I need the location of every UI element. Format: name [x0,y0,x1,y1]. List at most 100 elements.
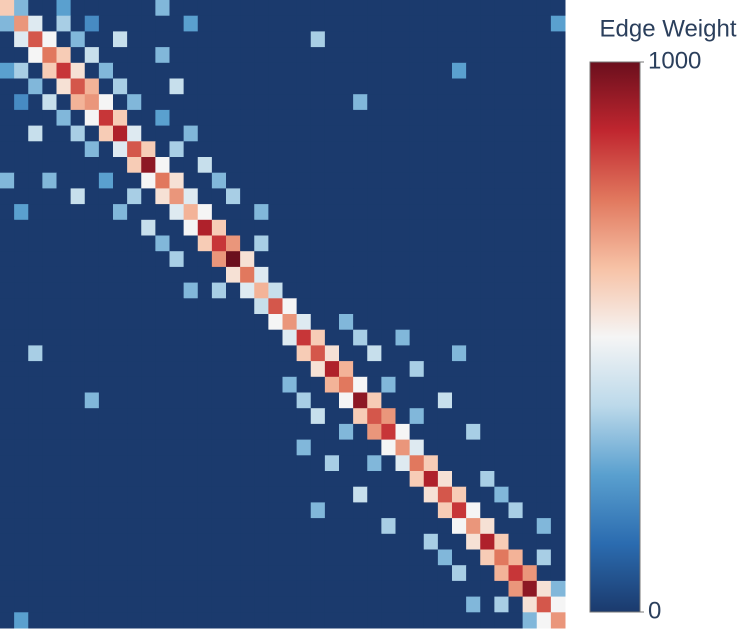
cell [28,109,43,127]
cell [508,329,524,346]
cell [141,204,156,221]
cell [98,565,114,582]
cell [56,31,72,48]
cell [339,486,354,503]
cell [381,266,396,284]
cell [395,109,411,127]
cell [98,518,114,535]
cell [310,423,326,441]
cell [522,78,538,95]
cell [56,439,72,456]
cell [56,423,72,441]
cell [211,125,227,142]
cell [141,455,156,472]
cell [480,518,495,535]
cell [339,62,354,79]
cell [240,486,255,503]
cell [28,15,43,32]
cell [409,78,425,95]
cell [211,141,227,158]
cell [127,408,142,425]
cell [353,298,368,315]
cell [14,0,29,17]
colorbar-tick-label: 1000 [648,47,701,74]
cell [113,188,128,205]
cell [169,549,185,566]
cell [98,141,114,158]
cell [409,580,425,598]
cell [127,580,142,598]
cell [381,329,396,346]
cell [381,533,396,550]
cell [367,109,382,127]
cell [240,0,255,17]
cell [183,141,199,158]
cell [381,282,396,299]
cell [296,329,312,346]
cell [0,298,15,315]
cell [423,408,439,425]
cell [211,423,227,441]
cell [254,533,269,550]
colorbar-title: Edge Weight [600,15,737,42]
cell [211,376,227,393]
cell [522,376,538,393]
cell [240,157,255,174]
cell [141,15,156,32]
cell [339,580,354,598]
cell [452,62,467,79]
cell [42,157,57,174]
cell [0,78,15,95]
cell [254,204,269,221]
cell [296,78,312,95]
cell [141,125,156,142]
cell [197,298,213,315]
cell [155,47,170,64]
cell [452,518,467,535]
cell [466,0,481,17]
cell [282,157,298,174]
cell [296,109,312,127]
cell [282,251,298,268]
cell [409,15,425,32]
cell [395,361,411,378]
cell [494,596,509,613]
cell [84,502,100,519]
cell [324,423,340,441]
cell [240,78,255,95]
cell [84,78,100,95]
cell [381,62,396,79]
cell [494,157,509,174]
cell [254,565,269,582]
cell [494,109,509,127]
cell [14,62,29,79]
cell [141,78,156,95]
cell [452,486,467,503]
cell [155,502,170,519]
cell [169,502,185,519]
cell [183,188,199,205]
cell [183,314,199,331]
cell [367,219,382,236]
cell [522,361,538,378]
cell [339,94,354,111]
cell [98,612,114,629]
cell [14,172,29,189]
cell [183,31,199,48]
cell [536,423,552,441]
cell [183,580,199,598]
cell [452,392,467,409]
cell [155,314,170,331]
cell [296,219,312,236]
cell [452,361,467,378]
cell [508,47,524,64]
cell [423,47,439,64]
cell [98,549,114,566]
cell [0,282,15,299]
cell [296,518,312,535]
cell [240,109,255,127]
cell [268,109,283,127]
cell [395,423,411,441]
cell [211,533,227,550]
cell [353,188,368,205]
